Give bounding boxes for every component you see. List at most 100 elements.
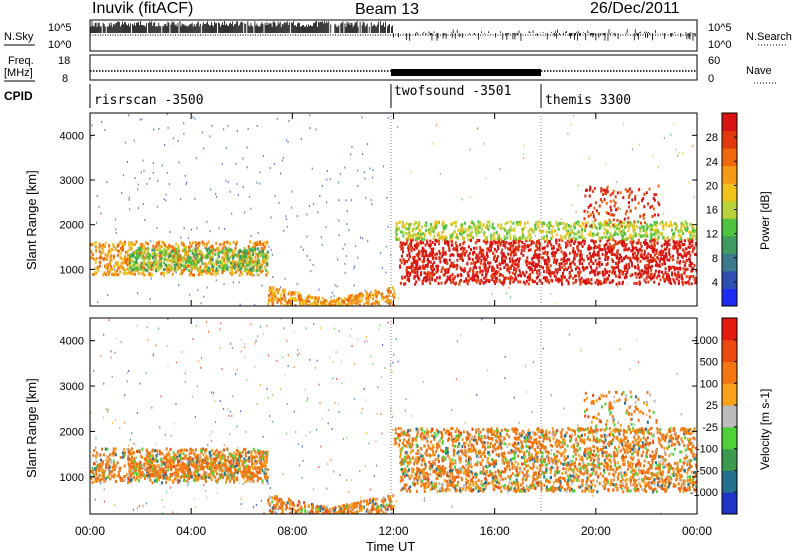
data-cell (354, 298, 357, 302)
data-cell (609, 213, 612, 217)
data-cell (639, 248, 642, 252)
data-cell (152, 260, 155, 264)
data-cell (456, 264, 459, 268)
data-cell (604, 257, 607, 261)
data-cell (393, 296, 396, 300)
data-cell (650, 239, 653, 243)
data-cell (604, 270, 607, 274)
data-cell (129, 270, 132, 274)
data-cell (143, 266, 146, 270)
scatter-cell (312, 264, 314, 267)
data-cell (553, 254, 556, 258)
scatter-cell (476, 127, 479, 130)
data-cell (612, 266, 615, 270)
data-cell (233, 249, 236, 253)
scatter-cell (485, 177, 487, 180)
data-cell (690, 223, 693, 227)
data-cell (365, 292, 368, 296)
data-cell (206, 268, 209, 272)
data-cell (631, 225, 634, 229)
data-cell (159, 256, 162, 260)
data-cell (217, 249, 220, 253)
data-cell (456, 249, 459, 253)
data-cell (534, 253, 537, 257)
data-cell (124, 272, 127, 276)
data-cell (161, 253, 164, 257)
data-cell (400, 260, 403, 264)
data-cell (246, 254, 249, 258)
data-cell (465, 278, 468, 282)
scatter-cell (231, 212, 233, 215)
data-cell (625, 224, 628, 228)
data-cell (608, 236, 611, 240)
data-cell (191, 251, 194, 255)
data-cell (144, 262, 147, 266)
data-cell (594, 253, 597, 257)
data-cell (654, 238, 657, 242)
data-cell (654, 231, 657, 235)
data-cell (123, 269, 126, 273)
data-cell (315, 302, 318, 306)
data-cell (395, 235, 398, 239)
scatter-cell (315, 128, 317, 131)
data-cell (517, 280, 520, 284)
data-cell (473, 278, 476, 282)
scatter-cell (346, 209, 348, 212)
data-cell (546, 268, 549, 272)
data-cell (573, 250, 576, 254)
data-cell (209, 260, 212, 264)
data-cell (205, 247, 208, 251)
data-cell (429, 281, 432, 285)
data-cell (135, 252, 138, 256)
data-cell (333, 299, 336, 303)
data-cell (650, 276, 653, 280)
data-cell (491, 242, 494, 246)
data-cell (485, 270, 488, 274)
data-cell (645, 270, 648, 274)
data-cell (375, 295, 378, 299)
data-cell (454, 220, 457, 224)
data-cell (657, 201, 660, 205)
data-cell (551, 246, 554, 250)
data-cell (246, 272, 249, 276)
data-cell (414, 227, 417, 231)
data-cell (544, 240, 547, 244)
scatter-cell (114, 503, 116, 506)
data-cell (667, 275, 670, 279)
data-cell (538, 278, 541, 282)
data-cell (363, 302, 366, 306)
scatter-cell (591, 494, 593, 497)
data-cell (229, 242, 232, 246)
data-cell (563, 251, 566, 255)
data-cell (416, 232, 419, 236)
data-cell (403, 224, 406, 228)
data-cell (142, 261, 145, 265)
data-cell (650, 268, 653, 272)
scatter-cell (476, 393, 478, 396)
data-cell (237, 253, 240, 257)
scatter-cell (165, 199, 167, 202)
data-cell (665, 221, 668, 225)
data-cell (631, 223, 634, 227)
data-cell (509, 225, 512, 229)
scatter-cell (296, 215, 298, 218)
scatter-cell (281, 356, 284, 359)
data-cell (681, 280, 684, 284)
data-cell (694, 280, 697, 284)
data-cell (676, 256, 679, 260)
data-cell (453, 221, 456, 225)
scatter-cell (682, 152, 684, 155)
data-cell (675, 228, 678, 232)
data-cell (459, 243, 462, 247)
scatter-cell (259, 182, 261, 185)
data-cell (221, 258, 224, 262)
data-cell (194, 240, 197, 244)
data-cell (225, 255, 228, 259)
data-cell (625, 248, 628, 252)
scatter-cell (270, 216, 272, 219)
data-cell (412, 227, 415, 231)
data-cell (246, 263, 249, 267)
data-cell (549, 221, 552, 225)
data-cell (689, 230, 692, 234)
data-cell (534, 221, 537, 225)
